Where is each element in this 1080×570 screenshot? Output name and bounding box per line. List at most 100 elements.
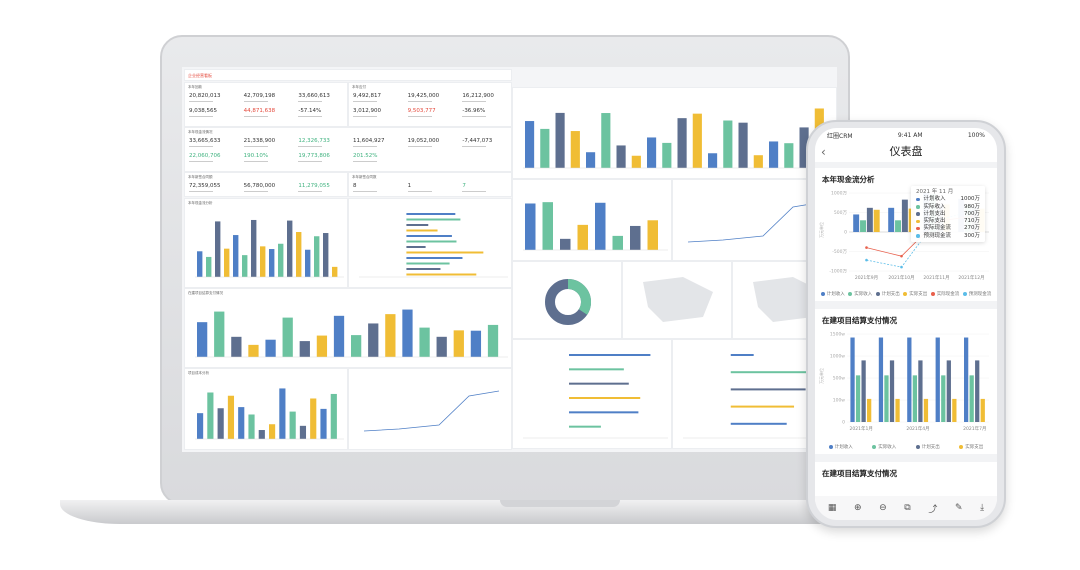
bar — [888, 207, 895, 232]
mini-bar — [258, 430, 265, 439]
tooltip-row: 计划收入 1000万 — [916, 196, 980, 203]
legend-item[interactable]: 计划支出 — [915, 444, 940, 450]
mini-bar — [569, 354, 651, 356]
bar — [907, 337, 912, 422]
legend-item[interactable]: 实际收入 — [848, 291, 872, 297]
grid-icon[interactable]: ▦ — [827, 503, 837, 513]
data-point — [900, 254, 903, 258]
phone-frame: 红圈CRM 9:41 AM 100% ‹ 仪表盘 本年现金流分析 1000万 50… — [806, 120, 1006, 528]
legend-item[interactable]: 预测现金流 — [962, 291, 991, 297]
tooltip-row: 计划支出 700万 — [916, 211, 980, 218]
legend-item[interactable]: 计划支出 — [875, 291, 900, 297]
mini-bar — [248, 414, 255, 439]
kpi-value: 56,780,000 — [243, 183, 275, 192]
line-series — [687, 201, 824, 243]
mini-bar — [453, 330, 464, 357]
mini-bar — [299, 425, 307, 439]
mini-bar — [569, 382, 629, 385]
mini-bar — [282, 317, 293, 357]
map-shape — [753, 277, 823, 322]
chart-panel: 项目成本分析 — [184, 368, 348, 450]
mini-bar — [540, 128, 550, 168]
map-shape — [643, 277, 713, 322]
mini-bar — [305, 249, 311, 277]
mini-chart — [643, 277, 713, 322]
legend-item[interactable]: 实际支出 — [903, 291, 927, 297]
data-point — [865, 258, 868, 262]
legend-item[interactable]: 实际收入 — [872, 444, 896, 450]
mini-bar — [570, 131, 580, 168]
mini-bar — [601, 113, 611, 168]
chart-panel — [512, 179, 672, 261]
mini-chart — [687, 201, 824, 243]
x-tick-label: 2021年7月 — [963, 425, 986, 432]
mini-bar — [406, 235, 452, 237]
mini-bar — [316, 335, 328, 357]
mini-bar — [569, 397, 641, 399]
mini-bar — [730, 388, 806, 391]
mini-bar — [662, 142, 672, 168]
mini-bar — [569, 425, 601, 428]
panel-title: 在建项目结算支付情况 — [188, 291, 223, 295]
bar — [866, 207, 873, 232]
mini-bar — [595, 202, 606, 250]
mini-bar — [708, 153, 718, 168]
kpi-value: 8 — [353, 183, 377, 192]
line-series — [363, 390, 500, 432]
mini-bar — [269, 249, 275, 277]
mini-bar — [323, 233, 329, 277]
mini-bar — [560, 238, 571, 250]
y-axis-label: 万元单位 — [819, 368, 824, 384]
zoom-out-icon[interactable]: ⊖ — [879, 503, 887, 513]
settlement-chart[interactable]: 0 100w 500w 1000w 1500w 万元单位 2021年1月 2021年4月 202… — [818, 326, 993, 438]
mini-chart — [195, 309, 508, 358]
bar — [918, 360, 923, 422]
bar — [861, 360, 866, 422]
mini-bar — [406, 246, 426, 248]
mini-chart — [363, 390, 500, 432]
mini-bar — [769, 141, 779, 168]
rotate-icon[interactable]: ⤴ — [928, 504, 938, 515]
mini-bar — [616, 145, 626, 168]
fit-icon[interactable]: ⧉ — [904, 503, 911, 513]
kpi-value: 12,326,733 — [298, 138, 330, 147]
zoom-in-icon[interactable]: ⊕ — [853, 503, 862, 513]
pen-icon[interactable]: ✎ — [955, 503, 963, 513]
mini-bar — [238, 407, 245, 439]
mini-bar — [730, 371, 813, 374]
mini-bar — [612, 235, 623, 250]
dashboard-header: 企业经营看板 — [184, 69, 512, 81]
mini-bar — [577, 224, 588, 250]
page-title: 仪表盘 — [889, 145, 923, 158]
bar — [912, 375, 918, 422]
bottom-toolbar: ▦ ⊕ ⊖ ⧉ ⤴ ✎ ⤓ — [815, 496, 997, 520]
mini-bar — [784, 143, 794, 168]
chart-panel — [512, 87, 837, 179]
legend: 计划收入 实际收入 计划支出 实际支出 实际现金流 预测现金流 — [819, 291, 993, 297]
legend-item[interactable]: 实际现金流 — [930, 291, 959, 297]
mini-bar — [265, 339, 276, 357]
kpi-value: 19,052,000 — [407, 138, 439, 147]
mini-bar — [692, 113, 702, 168]
chevron-left-icon[interactable]: ‹ — [821, 145, 826, 159]
mini-bar — [647, 137, 657, 168]
nav-bar: ‹ 仪表盘 — [815, 142, 997, 162]
legend-item[interactable]: 计划收入 — [828, 444, 853, 450]
mini-bar — [296, 232, 302, 277]
data-point — [900, 265, 903, 269]
download-icon[interactable]: ⤓ — [980, 503, 985, 513]
legend-item[interactable]: 实际支出 — [959, 444, 983, 450]
mini-chart — [359, 213, 508, 278]
chart-panel — [512, 261, 622, 339]
mini-bar — [406, 257, 463, 259]
mini-chart — [195, 219, 344, 278]
mini-bar — [631, 155, 641, 168]
bar — [895, 398, 900, 422]
cashflow-card: 本年现金流分析 1000万 500万 0 -500万 -1000万 万元单位 2021年9月… — [815, 168, 997, 301]
chart-panel — [512, 339, 672, 449]
kpi-value: 19,773,806 — [298, 153, 330, 162]
mini-chart — [195, 388, 344, 440]
kpi-value: 16,212,900 — [462, 93, 494, 102]
kpi-value: 21,338,900 — [243, 138, 275, 147]
legend-item[interactable]: 计划收入 — [820, 291, 845, 297]
